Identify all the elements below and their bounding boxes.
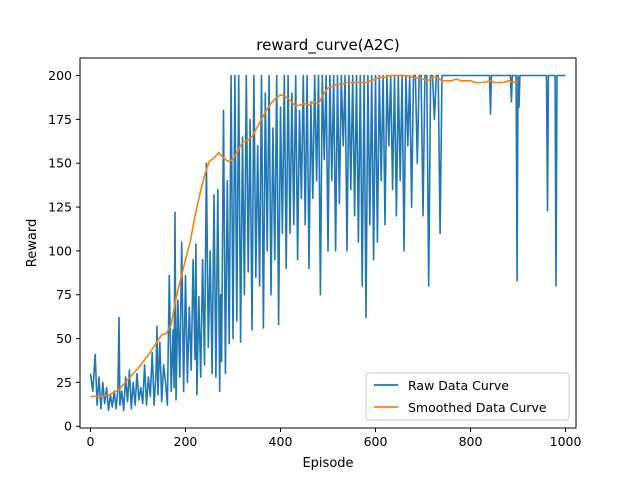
x-tick-label: 1000 — [550, 434, 582, 449]
y-axis-ticks: 0 25 50 75 100 125 150 175 200 — [48, 68, 80, 434]
x-axis-label: Episode — [302, 456, 353, 471]
y-tick-label: 125 — [48, 200, 72, 215]
x-tick-label: 800 — [459, 434, 483, 449]
y-tick-label: 25 — [56, 375, 72, 390]
y-tick-label: 100 — [48, 243, 72, 258]
x-tick-label: 400 — [269, 434, 293, 449]
raw-data-series-line — [89, 74, 566, 412]
axes-frame — [79, 57, 577, 429]
legend-label-smoothed: Smoothed Data Curve — [408, 400, 547, 415]
x-tick-label: 0 — [86, 434, 94, 449]
y-tick-label: 200 — [48, 68, 72, 83]
x-tick-label: 200 — [174, 434, 198, 449]
legend: Raw Data Curve Smoothed Data Curve — [365, 372, 570, 421]
x-tick-label: 600 — [364, 434, 388, 449]
y-tick-label: 75 — [56, 287, 72, 302]
series-layer — [89, 74, 566, 412]
y-tick-label: 150 — [48, 156, 72, 171]
y-tick-label: 50 — [56, 331, 72, 346]
y-tick-label: 175 — [48, 112, 72, 127]
y-axis-label: Reward — [25, 219, 40, 267]
plot-area — [79, 57, 577, 429]
y-tick-label: 0 — [64, 419, 72, 434]
legend-box — [365, 372, 570, 421]
x-axis-ticks: 0 200 400 600 800 1000 — [86, 428, 582, 449]
legend-label-raw: Raw Data Curve — [408, 378, 509, 393]
chart-title: reward_curve(A2C) — [256, 36, 399, 55]
smoothed-data-series-line — [90, 74, 519, 398]
